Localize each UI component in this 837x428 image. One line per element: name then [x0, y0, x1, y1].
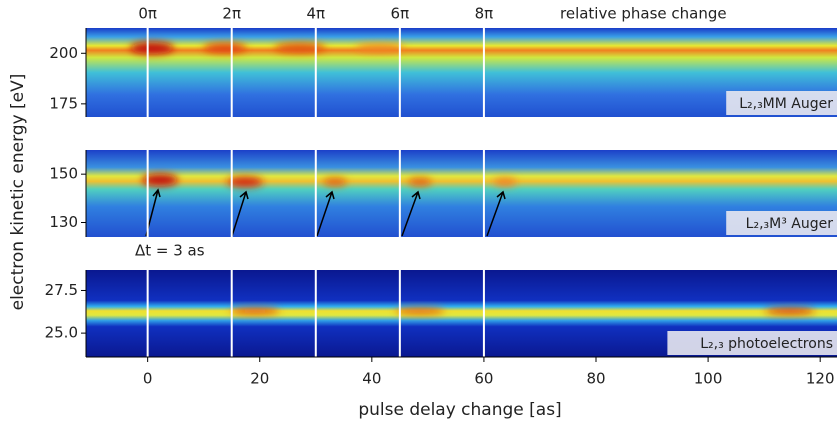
y-tick-label: 27.5 [45, 281, 78, 299]
y-tick-label: 175 [49, 94, 78, 112]
heatmap [86, 28, 837, 117]
label-box [726, 91, 837, 115]
x-tick-label: 80 [586, 370, 605, 388]
annotation: Δt = 3 as [135, 242, 205, 260]
label-box [726, 211, 837, 235]
y-axis-label: electron kinetic energy [eV] [8, 74, 28, 311]
panel-label: L₂,₃ photoelectrons [700, 336, 833, 352]
label-box [667, 331, 837, 355]
intensity-blobs [130, 42, 815, 314]
x-tick-label: 60 [474, 370, 493, 388]
panel-label: L₂,₃MM Auger [739, 96, 833, 112]
y-tick-label: 200 [49, 44, 78, 62]
phase-label: 2π [222, 5, 241, 23]
phase-label: 6π [391, 5, 410, 23]
x-tick-label: 120 [806, 370, 835, 388]
heatmap [86, 150, 837, 237]
phase-label: 0π [138, 5, 157, 23]
annotation: relative phase change [560, 5, 727, 23]
phase-label: 4π [306, 5, 325, 23]
y-tick-label: 150 [49, 165, 78, 183]
panel-label: L₂,₃M³ Auger [746, 216, 834, 232]
x-tick-label: 100 [694, 370, 723, 388]
x-tick-label: 40 [362, 370, 381, 388]
y-tick-label: 130 [49, 213, 78, 231]
y-tick-label: 25.0 [45, 324, 78, 342]
x-axis-label: pulse delay change [as] [358, 400, 561, 420]
x-tick-label: 20 [250, 370, 269, 388]
phase-label: 8π [475, 5, 494, 23]
x-tick-label: 0 [143, 370, 153, 388]
